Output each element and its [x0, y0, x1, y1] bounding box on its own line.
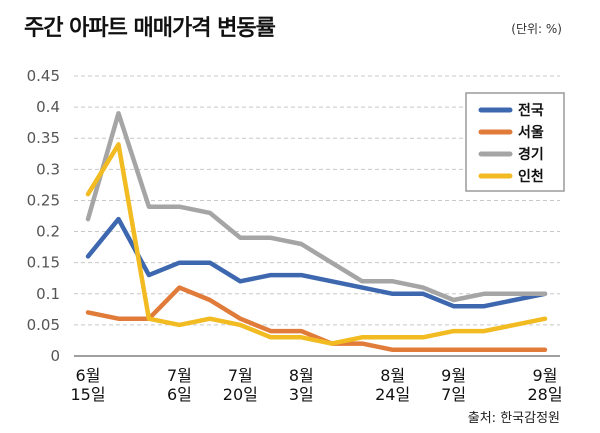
y-tick-label: 0.3 — [36, 160, 60, 178]
x-tick-label-day: 28일 — [527, 385, 562, 404]
legend-label: 전국 — [518, 102, 544, 119]
series-line-전국 — [85, 216, 548, 309]
legend-label: 인천 — [518, 168, 544, 185]
y-axis-ticks: 0 0.05 0.1 0.15 0.2 0.25 0.3 0.35 0.4 0.45 — [27, 67, 60, 365]
y-tick-label: 0.35 — [27, 129, 60, 147]
y-tick-label: 0.4 — [36, 98, 60, 116]
x-tick-label-day: 15일 — [70, 385, 105, 404]
x-tick-label-day: 7일 — [441, 385, 466, 404]
series-line-인천 — [85, 142, 548, 346]
series-line-경기 — [85, 111, 548, 303]
x-tick-label-month: 7월 — [228, 366, 253, 385]
legend-label: 서울 — [518, 124, 544, 141]
x-tick-label-month: 6월 — [76, 366, 101, 385]
x-tick-label-day: 24일 — [375, 385, 410, 404]
x-tick-label-month: 7월 — [167, 366, 192, 385]
y-tick-label: 0 — [50, 347, 60, 365]
chart-title: 주간 아파트 매매가격 변동률 — [24, 16, 276, 41]
unit-label: (단위: %) — [511, 22, 562, 36]
series-lines — [85, 111, 548, 353]
x-tick-label-month: 8월 — [380, 366, 405, 385]
x-tick-label-day: 3일 — [289, 385, 314, 404]
legend-label: 경기 — [518, 146, 544, 163]
y-tick-label: 0.1 — [36, 285, 60, 303]
y-tick-label: 0.15 — [27, 254, 60, 272]
x-tick-label-month: 9월 — [441, 366, 466, 385]
x-tick-label-month: 9월 — [533, 366, 558, 385]
x-tick-label-day: 20일 — [223, 385, 258, 404]
series-line-서울 — [85, 285, 548, 353]
x-tick-label-month: 8월 — [289, 366, 314, 385]
y-tick-label: 0.25 — [27, 191, 60, 209]
x-tick-label-day: 6일 — [167, 385, 192, 404]
y-tick-label: 0.45 — [27, 67, 60, 85]
y-tick-label: 0.05 — [27, 316, 60, 334]
source-label: 출처: 한국감정원 — [467, 411, 560, 426]
y-tick-label: 0.2 — [36, 223, 60, 241]
gridlines — [74, 75, 560, 326]
